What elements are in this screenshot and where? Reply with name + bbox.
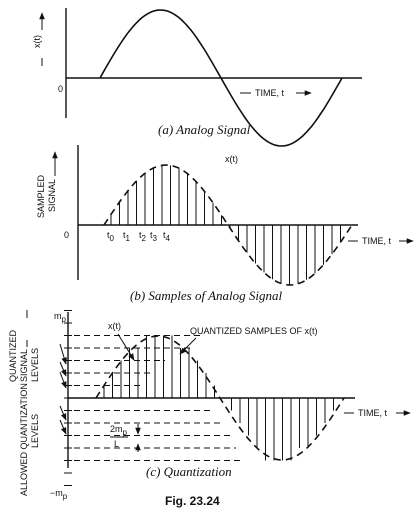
panel-b-y-label-1: SAMPLED <box>36 174 46 218</box>
panel-c-caption: (c) Quantization <box>146 464 232 479</box>
panel-a-time-label: TIME, t <box>255 88 284 98</box>
panel-quantization: QUANTIZED SIGNAL LEVELS ALLOWED QUANTIZA… <box>8 310 411 501</box>
panel-c-y-label-lower: ALLOWED QUANTIZATION <box>19 383 29 496</box>
panel-b-caption: (b) Samples of Analog Signal <box>130 288 283 303</box>
panel-c-y-label-3: LEVELS <box>30 348 40 382</box>
sample-time-labels: t0 t1 t2 t3 t4 <box>107 230 171 243</box>
panel-analog-signal: x(t) 0 TIME, t (a) Analog Signal <box>32 8 362 147</box>
quantized-sample-lines <box>103 335 334 461</box>
figure-label: Fig. 23.24 <box>165 494 220 508</box>
top-level-label: mp <box>54 311 67 324</box>
panel-a-origin: 0 <box>58 84 63 94</box>
panel-b-sample-lines <box>110 165 341 285</box>
curve-label-pointer <box>117 333 135 361</box>
step-size-denominator: L <box>114 439 119 449</box>
sampled-signal-envelope <box>103 164 353 286</box>
level-mapping-arrow <box>59 405 67 421</box>
panel-c-curve-label: x(t) <box>108 321 121 331</box>
panel-samples: SAMPLED SIGNAL 0 x(t) t0 t1 t2 t3 t4 TIM… <box>36 145 414 303</box>
level-mapping-arrow <box>59 371 67 389</box>
panel-c-y-label-1: QUANTIZED <box>8 329 18 382</box>
panel-c-time-label: TIME, t <box>358 408 387 418</box>
panel-b-origin: 0 <box>64 230 69 240</box>
sample-time-label: t1 <box>123 230 131 243</box>
quantized-samples-label: QUANTIZED SAMPLES OF x(t) <box>190 326 318 336</box>
bottom-level-label: −mp <box>50 488 68 501</box>
level-mapping-arrow <box>59 361 67 377</box>
samples-label-pointer <box>179 337 197 355</box>
sample-time-label: t4 <box>163 230 171 243</box>
sample-time-label: t2 <box>139 230 147 243</box>
step-size-numerator: 2mp <box>110 424 128 437</box>
quantization-level-ticks <box>64 310 72 486</box>
level-mapping-arrow <box>59 419 67 435</box>
analog-signal-curve <box>99 9 343 147</box>
panel-b-time-label: TIME, t <box>362 236 391 246</box>
quantized-signal-envelope <box>95 335 345 461</box>
panel-a-y-label: x(t) <box>32 35 42 48</box>
sample-time-label: t0 <box>107 230 115 243</box>
panel-a-caption: (a) Analog Signal <box>158 122 251 137</box>
sample-time-label: t3 <box>150 230 158 243</box>
panel-b-curve-label: x(t) <box>225 154 238 164</box>
level-mapping-arrow <box>59 343 67 365</box>
panel-b-y-label-2: SIGNAL <box>47 179 57 212</box>
panel-c-y-label-lower-2: LEVELS <box>30 414 40 448</box>
quantization-level-guides <box>74 335 240 461</box>
level-mapping-arrows <box>59 343 67 435</box>
panel-c-y-label-2: SIGNAL <box>19 349 29 382</box>
